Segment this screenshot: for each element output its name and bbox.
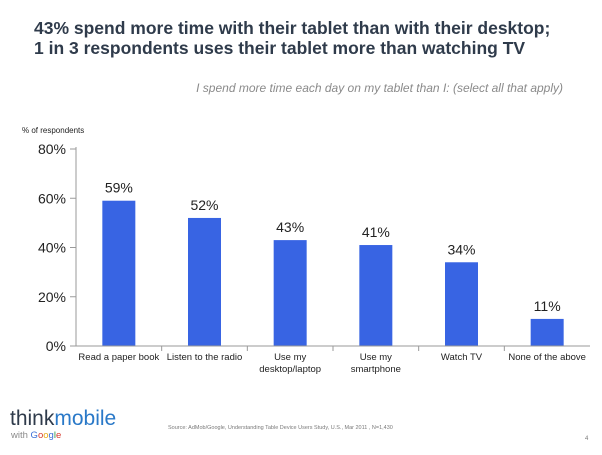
y-tick-label: 20% [38, 289, 66, 305]
bar-value-label: 43% [276, 219, 304, 235]
x-tick-label: Read a paper book [78, 352, 159, 363]
bar-value-label: 41% [362, 224, 390, 240]
data-labels: 59% 52% 43% 41% 34% 11% [105, 180, 561, 314]
google-wordmark: Google [30, 430, 62, 441]
bar-value-label: 11% [534, 298, 561, 314]
x-tick-label: Use my [360, 352, 392, 363]
y-tick-label: 60% [38, 190, 66, 206]
logo-mobile: mobile [54, 407, 117, 430]
slide-title: 43% spend more time with their tablet th… [34, 18, 589, 58]
chart-question-subtitle: I spend more time each day on my tablet … [196, 81, 563, 95]
bar-value-label: 34% [447, 241, 475, 257]
x-tick-label: Use my [274, 352, 306, 363]
bar-chart: % of respondents 0% 20% 40% 60% 80% 59% 52% 43… [22, 126, 590, 375]
y-axis-label: % of respondents [22, 126, 84, 135]
bar-value-label: 59% [105, 180, 133, 196]
x-tick-labels: Read a paper book Listen to the radio Use … [78, 346, 586, 375]
x-tick-label: None of the above [508, 352, 586, 363]
bars [102, 200, 564, 346]
y-tick-label: 80% [38, 141, 66, 157]
y-ticks: 0% 20% 40% 60% 80% [38, 141, 76, 354]
bar [273, 240, 307, 346]
x-tick-label: Watch TV [441, 352, 483, 363]
bar [102, 200, 136, 346]
y-tick-label: 40% [38, 240, 66, 256]
bar-value-label: 52% [190, 197, 218, 213]
title-line-2: 1 in 3 respondents uses their tablet mor… [34, 38, 526, 58]
title-line-1: 43% spend more time with their tablet th… [34, 18, 551, 38]
logo-with: with [11, 430, 28, 441]
source-note: Source: AdMob/Google, Understanding Tabl… [168, 425, 393, 431]
x-tick-label: smartphone [351, 364, 401, 375]
bar [359, 245, 393, 346]
bar [530, 318, 564, 346]
y-tick-label: 0% [46, 338, 66, 354]
page-number: 4 [585, 436, 589, 442]
x-tick-label: Listen to the radio [167, 352, 243, 363]
x-tick-label: desktop/laptop [259, 364, 321, 375]
logo-think: think [10, 407, 55, 430]
bar [445, 262, 478, 346]
thinkmobile-with-google-logo: thinkmobile with Google [10, 408, 116, 442]
bar [188, 217, 221, 346]
